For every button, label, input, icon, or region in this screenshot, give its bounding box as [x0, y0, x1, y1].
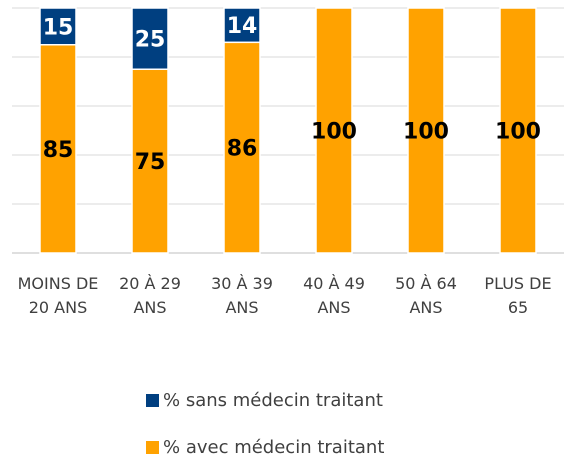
- data-label: 14: [227, 14, 258, 39]
- data-label: 100: [311, 120, 357, 145]
- bar-segment: [39, 7, 77, 46]
- x-tick-label: MOINS DE 20 ANS: [17, 274, 99, 317]
- data-label: 86: [227, 137, 258, 162]
- legend-item: % sans médecin traitant: [146, 390, 383, 411]
- data-label: 100: [403, 120, 449, 145]
- x-tick-label: 50 À 64 ANS: [395, 274, 457, 317]
- x-tick-label: PLUS DE 65: [484, 274, 552, 317]
- data-label: 15: [43, 15, 74, 40]
- legend-item: % avec médecin traitant: [146, 437, 384, 458]
- bar-segment: [131, 7, 169, 70]
- x-tick-label: 40 À 49 ANS: [303, 274, 365, 317]
- legend-swatch: [146, 441, 159, 454]
- legend-swatch: [146, 394, 159, 407]
- bar-segment: [223, 7, 261, 44]
- data-label: 25: [135, 28, 166, 53]
- bar-segment: [315, 7, 353, 254]
- bar-segment: [223, 41, 261, 254]
- x-tick-label: 20 À 29 ANS: [119, 274, 181, 317]
- legend-label: % sans médecin traitant: [163, 390, 383, 411]
- data-label: 100: [495, 120, 541, 145]
- bar-segment: [39, 44, 77, 254]
- data-label: 85: [43, 138, 74, 163]
- data-label: 75: [135, 150, 166, 175]
- x-tick-label: 30 À 39 ANS: [211, 274, 273, 317]
- legend-label: % avec médecin traitant: [163, 437, 385, 458]
- bar-segment: [407, 7, 445, 254]
- bar-segment: [499, 7, 537, 254]
